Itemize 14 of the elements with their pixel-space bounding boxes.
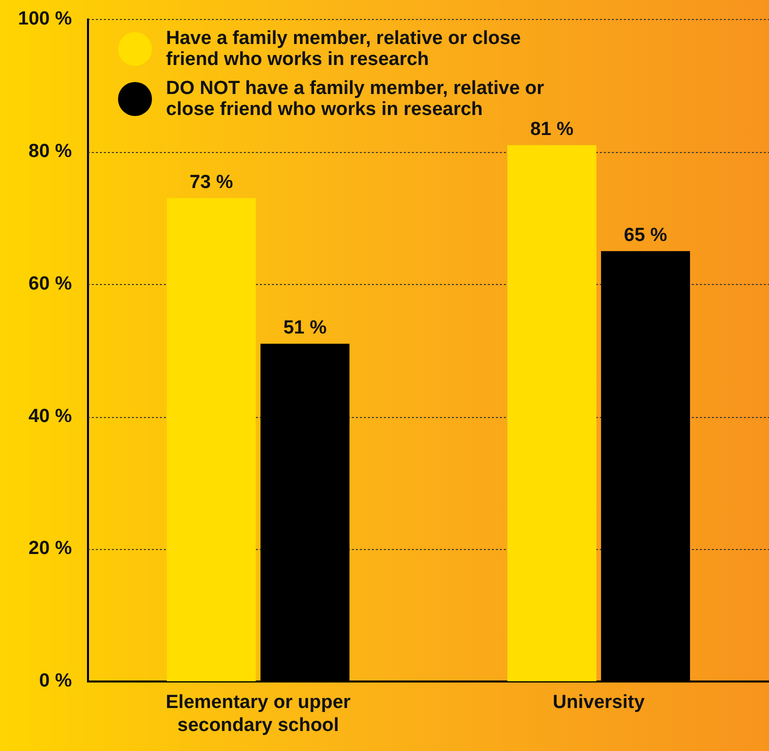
- data-label: 51 %: [283, 318, 327, 339]
- legend-label: DO NOT have a family member, relative or close friend who works in research: [166, 78, 546, 120]
- y-tick-label: 0 %: [39, 670, 72, 692]
- y-tick-label: 100 %: [18, 8, 72, 30]
- legend-label: Have a family member, relative or close friend who works in research: [166, 28, 522, 70]
- y-tick-label: 80 %: [28, 141, 72, 162]
- data-label: 73 %: [190, 172, 234, 193]
- y-tick-label: 20 %: [28, 538, 72, 560]
- x-tick-label: Elementary or upper secondary school: [166, 692, 352, 736]
- data-label: 65 %: [624, 224, 668, 246]
- x-tick-label: University: [552, 692, 646, 714]
- y-tick-label: 60 %: [28, 273, 72, 294]
- y-tick-label: 40 %: [28, 406, 72, 427]
- data-label: 81 %: [530, 118, 574, 140]
